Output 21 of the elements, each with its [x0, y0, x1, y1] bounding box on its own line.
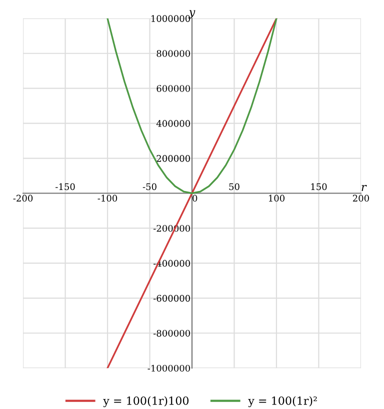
x-tick-label: 0 — [192, 194, 198, 202]
x-tick-label: 100 — [268, 194, 284, 202]
legend-label: y = 100(1r)² — [248, 396, 317, 408]
y-tick-label: -600000 — [153, 294, 190, 302]
y-tick-label: 200000 — [156, 155, 190, 162]
x-tick-label: -100 — [98, 194, 118, 202]
x-axis-title: r — [362, 185, 367, 191]
y-tick-label: 800000 — [156, 50, 190, 57]
x2-tick-label: -150 — [56, 183, 75, 190]
x2-tick-label: -50 — [142, 183, 156, 190]
x-tick-label: -200 — [13, 194, 33, 202]
x2-tick-label: 50 — [229, 183, 240, 190]
y-tick-label: 1000000 — [152, 15, 190, 22]
x-tick-label: 200 — [352, 194, 369, 202]
legend-label: y = 100(1r)100 — [103, 396, 189, 408]
y-axis-title: y — [188, 10, 196, 18]
y-tick-label: -800000 — [153, 330, 190, 337]
y-tick-label: 400000 — [156, 120, 190, 127]
y-tick-label: -1000000 — [148, 364, 190, 372]
x2-tick-label: 150 — [311, 183, 327, 190]
y-tick-label: 600000 — [156, 85, 190, 92]
